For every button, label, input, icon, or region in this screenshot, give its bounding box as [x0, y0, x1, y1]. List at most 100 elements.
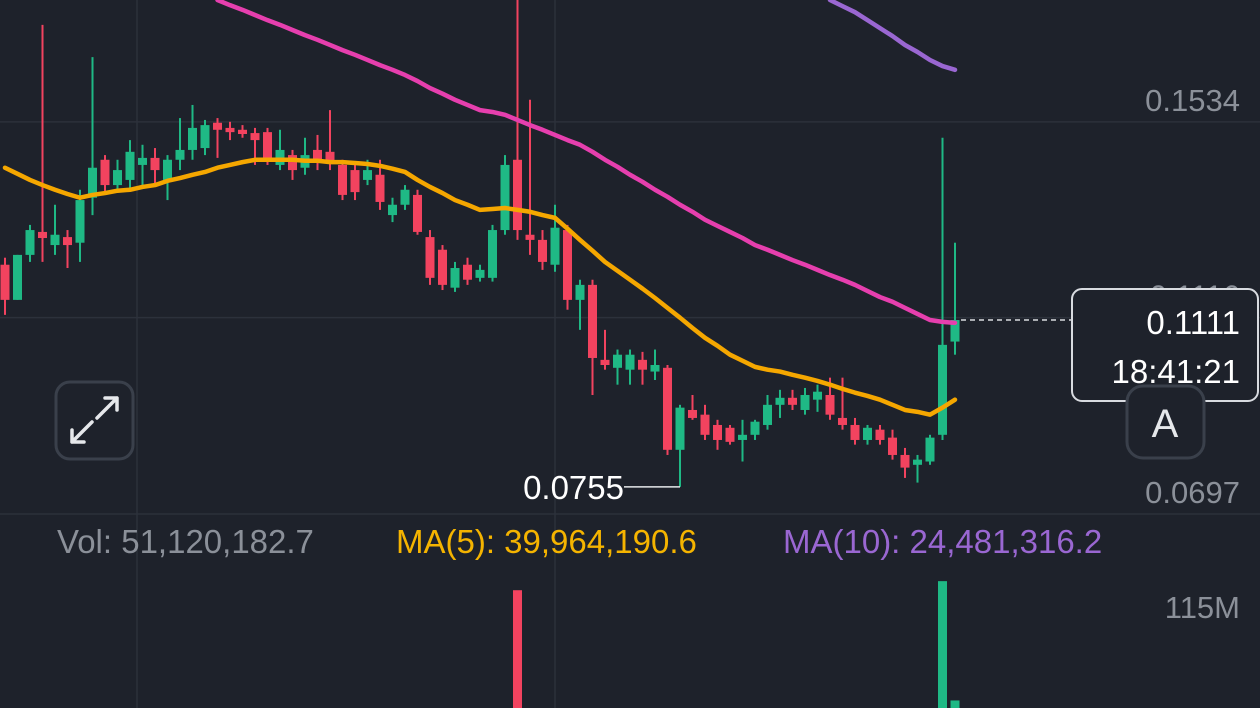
candle-body [638, 359, 647, 370]
volume-legend: Vol: 51,120,182.7 [57, 523, 314, 560]
candle-body [38, 231, 47, 239]
candle-body [625, 354, 635, 370]
candle-body [600, 359, 610, 366]
moving-average-line [827, 0, 958, 73]
candle-body [738, 434, 747, 440]
y-tick-label: 0.0697 [1145, 475, 1240, 510]
volume-legend: MA(10): 24,481,316.2 [783, 523, 1102, 560]
low-marker-label: 0.0755 [523, 469, 624, 506]
volume-bar [938, 581, 947, 708]
candle-body [513, 159, 522, 231]
candle-body [13, 254, 22, 300]
expand-icon[interactable] [70, 396, 119, 444]
candle-body [138, 157, 147, 165]
candle-body [863, 427, 872, 440]
candle-body [750, 421, 760, 435]
candle-body [225, 127, 235, 133]
y-tick-label: 0.1534 [1145, 83, 1240, 118]
candle-body [375, 174, 385, 202]
volume-bar [513, 590, 522, 708]
candle-body [813, 391, 822, 400]
candle-body [475, 269, 485, 278]
candle-body [675, 407, 685, 450]
volume-bar [950, 700, 960, 708]
candle-body [25, 230, 35, 255]
moving-average-line [2, 157, 958, 417]
mode-button-frame[interactable] [1125, 384, 1206, 460]
last-price-box: 0.1111 18:41:21 [1071, 288, 1259, 402]
candle-body [313, 149, 322, 160]
last-time: 18:41:21 [1112, 353, 1240, 390]
candle-body [413, 194, 422, 232]
candle-body [500, 164, 510, 231]
mode-button-label[interactable]: A [1152, 402, 1179, 446]
candle-body [350, 170, 360, 193]
candle-body [775, 397, 785, 405]
candle-body [363, 170, 372, 180]
candle-body [425, 237, 435, 278]
candle-body [900, 454, 910, 468]
candle-body [888, 437, 897, 455]
candle-body [788, 397, 797, 405]
volume-tick-label: 115M [1165, 590, 1240, 625]
mode-button[interactable]: A [1125, 384, 1206, 460]
candle-body [388, 204, 397, 216]
candle-body [325, 151, 335, 163]
candle-body [288, 155, 297, 171]
candle-body [63, 237, 72, 246]
candle-body [613, 354, 622, 368]
candle-body [213, 122, 222, 130]
volume-legend: MA(5): 39,964,190.6 [396, 523, 697, 560]
candle-body [688, 409, 697, 418]
candle-body [400, 189, 410, 205]
candle-body [150, 157, 160, 171]
candle-body [713, 424, 722, 440]
candle-body [238, 129, 247, 135]
candle-body [338, 164, 347, 195]
candle-body [763, 404, 772, 425]
expand-button[interactable] [54, 380, 135, 461]
expand-button-frame[interactable] [54, 380, 135, 461]
candle-body [263, 132, 272, 158]
candle-body [650, 365, 660, 372]
candle-body [550, 227, 560, 265]
candle-body [725, 427, 735, 442]
candle-body [913, 459, 922, 465]
candle-body [50, 234, 60, 246]
candle-body [700, 414, 710, 435]
candle-body [950, 320, 960, 342]
candle-body [438, 249, 447, 285]
candle-body [575, 284, 585, 300]
price-panel [0, 0, 960, 487]
candle-body [125, 151, 135, 180]
candle-body [850, 424, 860, 440]
candle-body [250, 133, 260, 141]
volume-panel [513, 581, 960, 708]
candle-body [538, 239, 547, 262]
candle-body [525, 234, 535, 240]
candle-body [663, 367, 672, 450]
overlay: 0.0755 [523, 469, 680, 506]
candle-body [75, 200, 85, 243]
candle-body [938, 344, 947, 435]
candle-body [188, 127, 197, 150]
candle-body [0, 264, 10, 300]
candle-body [800, 394, 810, 410]
candle-body [588, 284, 597, 358]
candle-body [163, 159, 172, 180]
candle-body [100, 159, 110, 186]
last-price: 0.1111 [1146, 304, 1240, 341]
candle-body [113, 170, 122, 186]
candle-body [925, 437, 935, 462]
candle-body [200, 125, 210, 149]
candle-body [838, 417, 847, 425]
candle-body [275, 149, 285, 165]
candle-body [450, 268, 460, 288]
candle-body [463, 264, 472, 280]
candle-body [88, 167, 97, 198]
candle-body [175, 149, 185, 160]
candle-body [563, 230, 572, 300]
